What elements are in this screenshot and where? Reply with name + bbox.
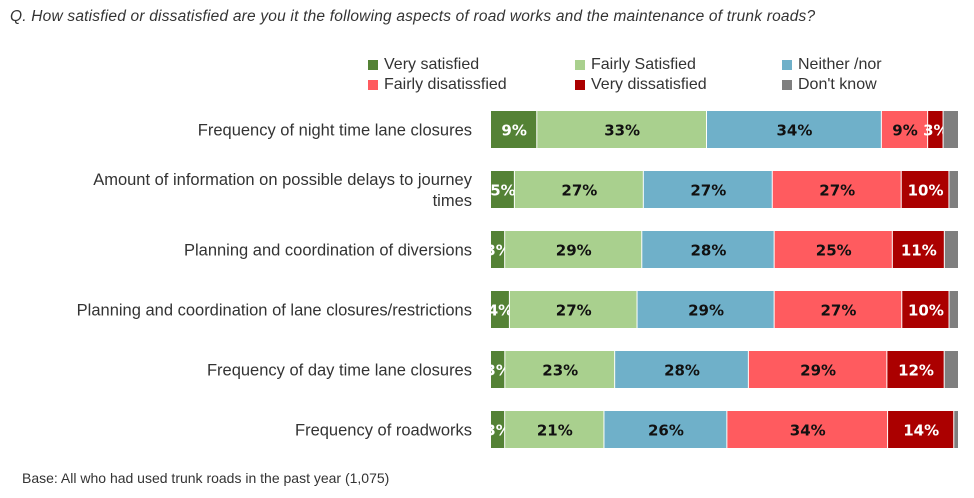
data-label: 27% (556, 302, 592, 320)
legend-label: Fairly Satisfied (591, 56, 696, 73)
bar-segment (774, 291, 902, 328)
bar-segment (491, 351, 505, 388)
category-label: Planning and coordination of diversions (184, 242, 472, 260)
data-label: 3% (485, 422, 510, 440)
bar-segment (772, 171, 901, 208)
legend-swatch (368, 80, 378, 90)
bar-segment (707, 111, 881, 148)
bar-segment (949, 171, 958, 208)
bar-segment (637, 291, 774, 328)
bar-segment (505, 351, 615, 388)
bar-segment (505, 231, 642, 268)
data-label: 28% (691, 242, 727, 260)
bar-segment (642, 231, 774, 268)
legend-item: Neither /nor (782, 55, 962, 75)
data-label: 3% (923, 122, 948, 140)
data-label: 26% (648, 422, 684, 440)
bar-segment (643, 171, 772, 208)
category-label: Planning and coordination of lane closur… (77, 302, 472, 320)
question-title: Q. How satisfied or dissatisfied are you… (10, 8, 816, 25)
data-label: 10% (908, 302, 944, 320)
data-label: 3% (485, 362, 510, 380)
bar-segment (902, 291, 949, 328)
bar-segment (892, 231, 944, 268)
bar-segment (491, 291, 509, 328)
data-label: 9% (501, 122, 526, 140)
legend-item: Very satisfied (368, 55, 575, 75)
legend-item: Very dissatisfied (575, 75, 782, 95)
bar-segment (954, 411, 958, 448)
bar-segment (774, 231, 892, 268)
legend-label: Very dissatisfied (591, 76, 707, 93)
data-label: 11% (901, 242, 937, 260)
legend-item: Fairly Satisfied (575, 55, 782, 75)
legend-swatch (575, 80, 585, 90)
data-label: 29% (800, 362, 836, 380)
legend-swatch (782, 80, 792, 90)
bar-segment (727, 411, 888, 448)
data-label: 34% (776, 122, 812, 140)
legend-swatch (575, 60, 585, 70)
data-label: 25% (816, 242, 852, 260)
category-label: Frequency of night time lane closures (198, 122, 472, 140)
bar-segment (949, 291, 958, 328)
legend-label: Fairly disatissfied (384, 76, 507, 93)
base-note: Base: All who had used trunk roads in th… (22, 470, 390, 486)
data-label: 27% (819, 182, 855, 200)
data-label: 5% (490, 182, 515, 200)
bar-segment (509, 291, 637, 328)
bar-segment (887, 351, 944, 388)
bar-segment (537, 111, 706, 148)
bar-segment (505, 411, 604, 448)
bar-segment (514, 171, 643, 208)
category-label: times (433, 192, 472, 210)
bar-segment (928, 111, 943, 148)
data-label: 4% (488, 302, 513, 320)
bar-segment (888, 411, 954, 448)
bar-segment (943, 111, 958, 148)
data-label: 28% (664, 362, 700, 380)
data-label: 29% (556, 242, 592, 260)
legend-item: Don't know (782, 75, 962, 95)
data-label: 14% (903, 422, 939, 440)
legend-label: Don't know (798, 76, 877, 93)
bar-segment (604, 411, 727, 448)
bar-segment (944, 231, 958, 268)
bar-segment (944, 351, 958, 388)
legend-swatch (782, 60, 792, 70)
category-label: Amount of information on possible delays… (93, 171, 473, 189)
bar-segment (901, 171, 949, 208)
legend-swatch (368, 60, 378, 70)
legend-label: Very satisfied (384, 56, 480, 73)
data-label: 29% (688, 302, 724, 320)
bar-segment (491, 171, 514, 208)
data-label: 10% (908, 182, 944, 200)
category-label: Frequency of roadworks (295, 422, 472, 440)
data-label: 27% (561, 182, 597, 200)
data-label: 9% (892, 122, 917, 140)
data-label: 34% (790, 422, 826, 440)
category-label: Frequency of day time lane closures (207, 362, 472, 380)
bar-segment (615, 351, 748, 388)
bar-segment (881, 111, 928, 148)
legend-label: Neither /nor (798, 56, 882, 73)
data-label: 27% (821, 302, 857, 320)
bar-segment (748, 351, 887, 388)
data-label: 21% (537, 422, 573, 440)
data-label: 33% (604, 122, 640, 140)
bar-segment (491, 411, 505, 448)
data-label: 23% (542, 362, 578, 380)
bar-segment (491, 111, 537, 148)
data-label: 12% (898, 362, 934, 380)
data-label: 27% (690, 182, 726, 200)
legend-item: Fairly disatissfied (368, 75, 575, 95)
bar-segment (491, 231, 505, 268)
legend: Very satisfied Fairly Satisfied Neither /n… (368, 55, 968, 95)
data-label: 3% (485, 242, 510, 260)
